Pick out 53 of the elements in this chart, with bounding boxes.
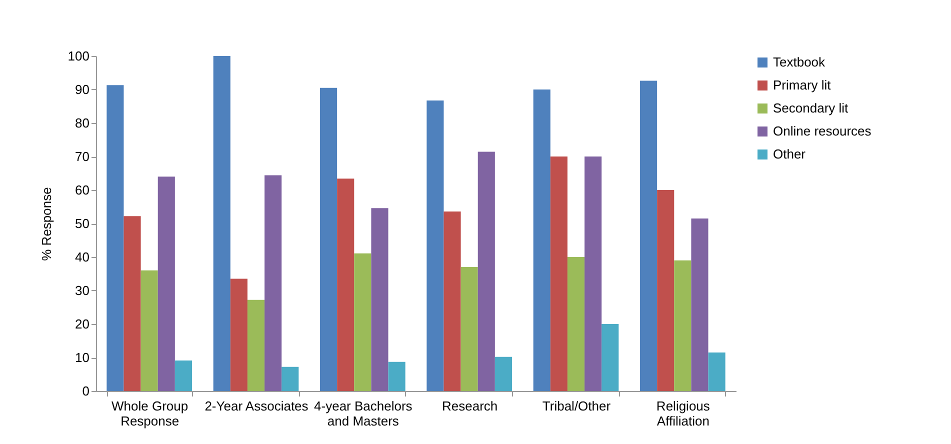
x-tick-label: Religious Affiliation xyxy=(656,398,710,428)
y-tick-label: 40 xyxy=(75,250,90,264)
y-tick-label: 10 xyxy=(75,350,90,365)
bar xyxy=(158,176,175,391)
y-tick-label: 20 xyxy=(75,316,90,332)
bar xyxy=(106,85,124,391)
bar xyxy=(691,218,708,391)
x-tick-label: Research xyxy=(442,398,498,414)
bar xyxy=(494,356,512,391)
bar xyxy=(708,352,726,391)
bar xyxy=(584,156,602,391)
x-tick-label: 2-Year Associates xyxy=(204,398,309,414)
x-tick-label: 4-year Bachelors and Masters xyxy=(314,398,413,428)
bar xyxy=(320,88,338,391)
bar xyxy=(602,324,619,391)
bar xyxy=(174,360,192,391)
bar xyxy=(444,211,461,391)
y-tick-label: 70 xyxy=(75,149,90,164)
y-tick-label: 100 xyxy=(68,48,90,64)
y-tick-label: 90 xyxy=(75,82,90,97)
bar xyxy=(337,178,354,391)
y-tick-label: 30 xyxy=(75,283,90,298)
legend-label: Secondary lit xyxy=(773,100,849,116)
bar xyxy=(388,362,406,391)
bar xyxy=(640,80,658,391)
y-axis-title: % Response xyxy=(38,187,54,261)
y-tick-label: 0 xyxy=(82,384,90,398)
bar xyxy=(478,152,495,391)
bar xyxy=(550,156,568,391)
bar xyxy=(533,90,550,391)
bar xyxy=(247,300,265,391)
bar xyxy=(426,100,444,391)
y-tick-label: 50 xyxy=(75,216,90,231)
bar xyxy=(354,253,372,391)
legend-label: Primary lit xyxy=(773,78,832,92)
bar xyxy=(371,208,388,391)
x-tick-label: Whole Group Response xyxy=(112,398,188,428)
bar xyxy=(657,190,674,391)
legend-label: Other xyxy=(773,146,806,162)
bar xyxy=(674,260,692,391)
bar xyxy=(124,216,141,391)
bar xyxy=(230,278,248,391)
bar xyxy=(567,257,585,391)
bar xyxy=(460,267,478,391)
legend-label: Online resources xyxy=(773,124,872,138)
y-tick-label: 60 xyxy=(75,182,90,198)
legend-label: Textbook xyxy=(773,54,826,70)
x-tick-label: Tribal/Other xyxy=(542,398,612,414)
y-tick-label: 80 xyxy=(75,116,90,130)
bar xyxy=(213,56,230,391)
bar xyxy=(140,270,158,391)
bar xyxy=(264,175,282,391)
bar xyxy=(282,366,299,391)
